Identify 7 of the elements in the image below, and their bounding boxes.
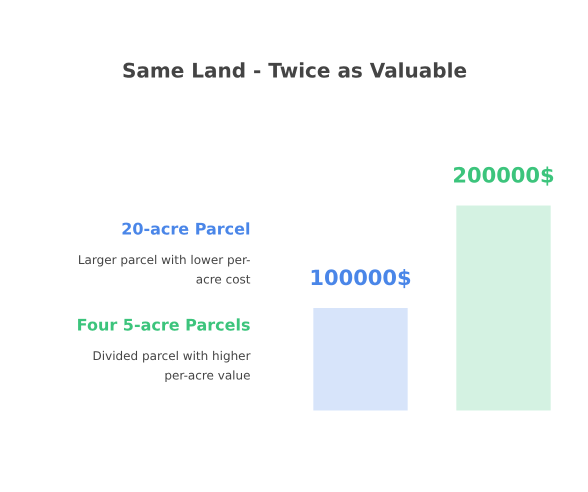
chart-title: Same Land - Twice as Valuable — [122, 58, 468, 82]
text: Divided parcel with higher per-acre value — [92, 348, 251, 382]
data-label: 200000$ — [452, 164, 555, 188]
text: Four 5-acre Parcels — [76, 316, 251, 334]
text: Larger parcel with lower per- acre cost — [78, 252, 251, 286]
data-label: 100000$ — [309, 266, 412, 290]
text: 20-acre Parcel — [121, 220, 251, 238]
